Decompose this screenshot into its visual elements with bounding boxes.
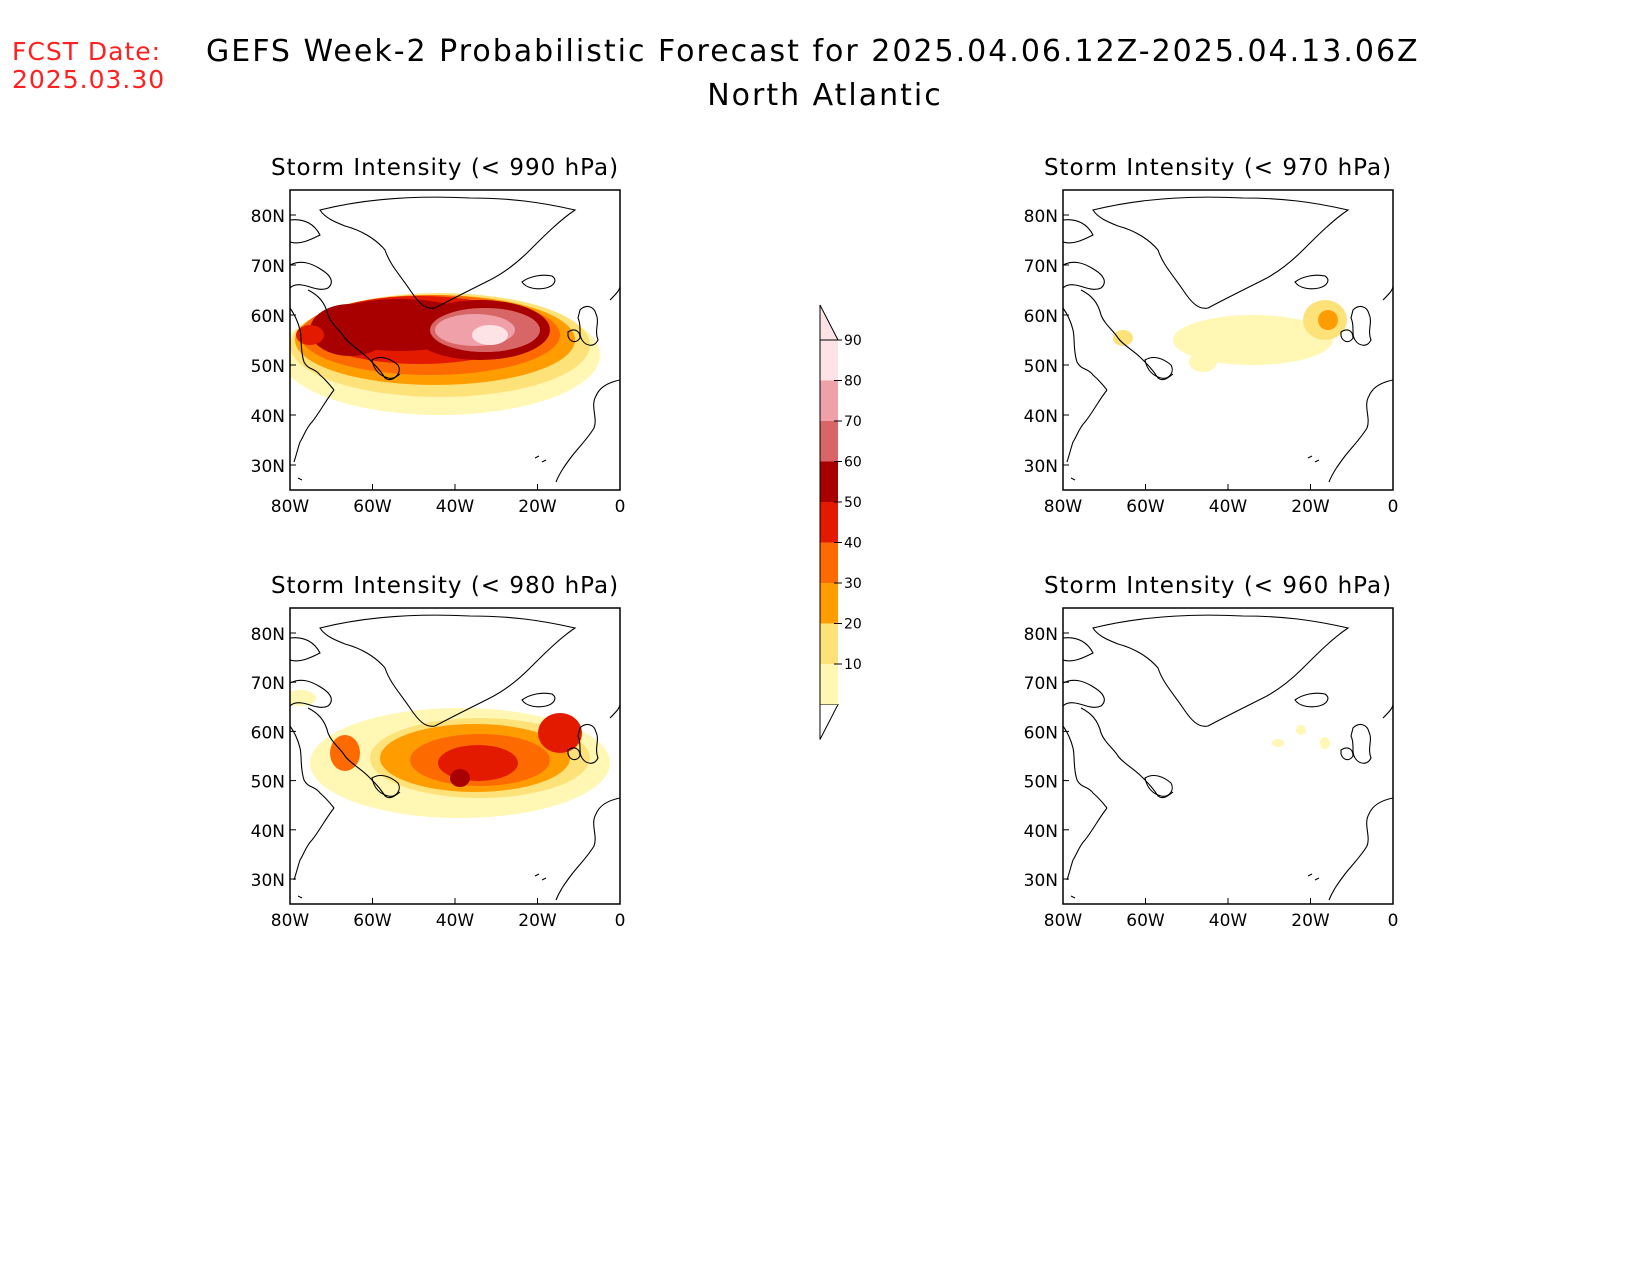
lat-label: 30N xyxy=(251,457,285,477)
lon-label: 60W xyxy=(1126,911,1165,931)
lon-label: 20W xyxy=(518,911,557,931)
probability-area xyxy=(1272,739,1284,747)
lat-label: 50N xyxy=(251,773,285,793)
lat-label: 50N xyxy=(1024,357,1058,377)
colorbar: 10 20 30 40 50 60 70 80 90 xyxy=(819,304,862,740)
lat-label: 60N xyxy=(251,307,285,327)
lon-label: 60W xyxy=(1126,497,1165,517)
lat-label: 40N xyxy=(251,822,285,842)
lat-label: 30N xyxy=(1024,457,1058,477)
probability-area xyxy=(538,713,582,753)
map-panel-980: Storm Intensity (< 980 hPa) 80N 70N 60N 50N 4… xyxy=(251,573,626,931)
lat-label: 70N xyxy=(251,257,285,277)
lon-label: 60W xyxy=(353,497,392,517)
lat-label: 60N xyxy=(1024,307,1058,327)
colorbar-label: 80 xyxy=(844,374,862,390)
lat-label: 60N xyxy=(1024,723,1058,743)
map-panel-990: Storm Intensity (< 990 hPa) 80N 70N 60N 50N 4… xyxy=(251,155,626,517)
probability-area xyxy=(1173,315,1333,365)
colorbar-segment xyxy=(820,623,838,664)
lat-label: 40N xyxy=(1024,407,1058,427)
lon-label: 80W xyxy=(271,497,310,517)
lat-label: 80N xyxy=(1024,625,1058,645)
panel-title: Storm Intensity (< 970 hPa) xyxy=(1044,155,1392,181)
colorbar-label: 20 xyxy=(844,617,862,633)
colorbar-segment xyxy=(820,340,838,381)
probability-area xyxy=(330,735,360,771)
colorbar-segment xyxy=(820,664,838,705)
probability-area xyxy=(1320,737,1330,749)
colorbar-segment xyxy=(820,502,838,543)
map-panel-960: Storm Intensity (< 960 hPa) 80N 70N 60N 50N 4… xyxy=(1024,573,1399,931)
lat-label: 40N xyxy=(251,407,285,427)
colorbar-segment xyxy=(820,583,838,624)
lon-label: 0 xyxy=(615,911,626,931)
lon-label: 20W xyxy=(518,497,557,517)
lon-label: 20W xyxy=(1291,497,1330,517)
colorbar-segment xyxy=(820,461,838,502)
probability-area xyxy=(472,325,508,345)
probability-area xyxy=(310,304,390,356)
probability-area xyxy=(1296,725,1306,735)
map-panel-970: Storm Intensity (< 970 hPa) 80N 70N 60N 50N 4… xyxy=(1024,155,1399,517)
lon-label: 40W xyxy=(1209,497,1248,517)
probability-area xyxy=(296,325,324,345)
colorbar-label: 60 xyxy=(844,455,862,471)
panel-title: Storm Intensity (< 990 hPa) xyxy=(271,155,619,181)
lat-label: 80N xyxy=(251,207,285,227)
colorbar-label: 90 xyxy=(844,333,862,349)
forecast-date-value: 2025.03.30 xyxy=(12,65,166,94)
lon-label: 80W xyxy=(271,911,310,931)
panel-title: Storm Intensity (< 980 hPa) xyxy=(271,573,619,599)
lat-label: 50N xyxy=(1024,773,1058,793)
forecast-date-label: FCST Date: xyxy=(12,37,162,66)
lon-label: 80W xyxy=(1044,497,1083,517)
panel-title: Storm Intensity (< 960 hPa) xyxy=(1044,573,1392,599)
lon-label: 40W xyxy=(436,497,475,517)
colorbar-label: 50 xyxy=(844,495,862,511)
lon-label: 40W xyxy=(436,911,475,931)
probability-area xyxy=(1113,330,1133,346)
lat-label: 70N xyxy=(1024,257,1058,277)
colorbar-label: 30 xyxy=(844,576,862,592)
lat-label: 30N xyxy=(251,871,285,891)
colorbar-bottom-cap xyxy=(819,704,839,740)
probability-area xyxy=(1318,310,1338,330)
colorbar-top-cap xyxy=(819,304,839,341)
colorbar-segment xyxy=(820,380,838,421)
probability-area xyxy=(438,745,518,781)
lat-label: 80N xyxy=(251,625,285,645)
probability-area xyxy=(450,769,470,787)
main-title-line1: GEFS Week-2 Probabilistic Forecast for 2… xyxy=(206,34,1420,69)
lat-label: 60N xyxy=(251,723,285,743)
lon-label: 0 xyxy=(1388,497,1399,517)
probability-area xyxy=(290,690,316,706)
colorbar-label: 40 xyxy=(844,536,862,552)
lon-label: 20W xyxy=(1291,911,1330,931)
lon-label: 60W xyxy=(353,911,392,931)
colorbar-segment xyxy=(820,542,838,583)
lat-label: 80N xyxy=(1024,207,1058,227)
main-title-line2: North Atlantic xyxy=(707,78,943,113)
lon-label: 0 xyxy=(615,497,626,517)
colorbar-label: 70 xyxy=(844,414,862,430)
lat-label: 40N xyxy=(1024,822,1058,842)
lon-label: 0 xyxy=(1388,911,1399,931)
probability-area xyxy=(1189,352,1217,372)
lat-label: 50N xyxy=(251,357,285,377)
colorbar-label: 10 xyxy=(844,657,862,673)
forecast-date: FCST Date: 2025.03.30 xyxy=(12,38,165,94)
colorbar-segment xyxy=(820,421,838,462)
lon-label: 40W xyxy=(1209,911,1248,931)
lat-label: 70N xyxy=(1024,674,1058,694)
lon-label: 80W xyxy=(1044,911,1083,931)
lat-label: 70N xyxy=(251,674,285,694)
lat-label: 30N xyxy=(1024,871,1058,891)
